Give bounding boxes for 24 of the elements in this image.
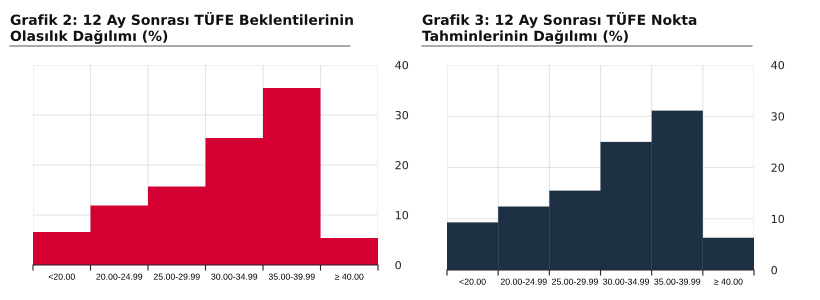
y-tick-label: 30 <box>772 112 784 121</box>
x-tick-label: <20.00 <box>48 274 75 280</box>
x-tick-label: 20.00-24.99 <box>500 278 547 285</box>
x-tick-label: ≥ 40.00 <box>334 274 364 280</box>
y-tick-label: 0 <box>771 266 777 274</box>
y-tick-label: 10 <box>772 214 784 224</box>
y-tick-label: 40 <box>771 60 784 70</box>
x-tick-label: 30.00-34.99 <box>603 278 650 285</box>
x-tick-label: 25.00-29.99 <box>552 278 598 285</box>
chart-title: Grafik 3: 12 Ay Sonrası TÜFE Nokta Tahminlerinin Dağılımı (%) <box>422 12 696 44</box>
y-tick-label: 20 <box>771 163 784 172</box>
x-tick-label: 30.00-34.99 <box>211 274 258 280</box>
y-tick-label: 20 <box>395 160 408 170</box>
y-tick-label: 10 <box>396 210 408 220</box>
x-tick-label: ≥ 40.00 <box>714 278 743 285</box>
x-tick-label: 25.00-29.99 <box>154 274 200 280</box>
y-tick-label: 30 <box>396 110 408 120</box>
x-tick-label: 20.00-24.99 <box>96 274 142 280</box>
x-tick-label: 35.00-39.99 <box>654 278 700 285</box>
x-tick-label: <20.00 <box>460 278 486 285</box>
y-tick-label: 0 <box>395 260 401 270</box>
x-tick-label: 35.00-39.99 <box>268 274 315 280</box>
y-tick-label: 40 <box>395 60 408 70</box>
chart-title: Grafik 2: 12 Ay Sonrası TÜFE Beklentilerinin Olasılık Dağılımı (%) <box>10 12 353 44</box>
